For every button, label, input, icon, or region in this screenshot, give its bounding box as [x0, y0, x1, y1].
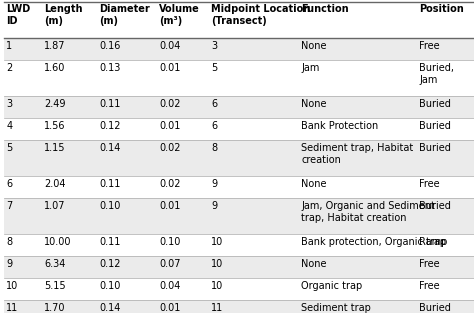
Text: None: None	[301, 259, 327, 269]
Text: 6.34: 6.34	[44, 259, 65, 269]
Text: 9: 9	[211, 179, 217, 189]
Text: Sediment trap: Sediment trap	[301, 303, 371, 313]
Text: Function: Function	[301, 4, 349, 14]
Text: Buried: Buried	[419, 143, 451, 153]
Text: 0.07: 0.07	[159, 259, 181, 269]
Text: 0.11: 0.11	[99, 179, 120, 189]
Text: 0.02: 0.02	[159, 179, 181, 189]
Bar	[4, 256, 474, 278]
Text: 1.07: 1.07	[44, 201, 66, 211]
Text: 0.11: 0.11	[99, 99, 120, 109]
Text: 0.02: 0.02	[159, 143, 181, 153]
Text: 0.14: 0.14	[99, 143, 120, 153]
Text: 2: 2	[6, 63, 12, 73]
Text: 0.01: 0.01	[159, 63, 181, 73]
Text: None: None	[301, 41, 327, 51]
Text: 5.15: 5.15	[44, 281, 66, 291]
Text: 0.10: 0.10	[99, 281, 120, 291]
Text: 5: 5	[211, 63, 218, 73]
Bar	[4, 233, 474, 256]
Text: Buried,
Jam: Buried, Jam	[419, 63, 454, 85]
Text: 0.10: 0.10	[159, 237, 181, 247]
Text: Buried: Buried	[419, 121, 451, 131]
Text: 11: 11	[6, 303, 18, 313]
Text: 7: 7	[6, 201, 12, 211]
Text: Jam: Jam	[301, 63, 319, 73]
Text: Buried: Buried	[419, 303, 451, 313]
Text: 10: 10	[211, 281, 223, 291]
Bar	[4, 95, 474, 118]
Text: Diameter
(m): Diameter (m)	[99, 4, 150, 26]
Text: 9: 9	[6, 259, 12, 269]
Text: 1.60: 1.60	[44, 63, 65, 73]
Text: 2.49: 2.49	[44, 99, 66, 109]
Text: Volume
(m³): Volume (m³)	[159, 4, 200, 26]
Text: 0.04: 0.04	[159, 41, 181, 51]
Text: None: None	[301, 179, 327, 189]
Text: 4: 4	[6, 121, 12, 131]
Text: 1: 1	[6, 41, 12, 51]
Text: Ramp: Ramp	[419, 237, 447, 247]
Text: 0.01: 0.01	[159, 303, 181, 313]
Text: 0.12: 0.12	[99, 121, 121, 131]
Text: Free: Free	[419, 179, 440, 189]
Text: 0.16: 0.16	[99, 41, 120, 51]
Text: 0.01: 0.01	[159, 201, 181, 211]
Text: 10: 10	[6, 281, 18, 291]
Text: Free: Free	[419, 41, 440, 51]
Text: 5: 5	[6, 143, 12, 153]
Bar	[4, 176, 474, 198]
Text: Buried: Buried	[419, 99, 451, 109]
Text: 1.15: 1.15	[44, 143, 66, 153]
Text: 10: 10	[211, 259, 223, 269]
Bar	[4, 38, 474, 59]
Text: 3: 3	[211, 41, 217, 51]
Text: None: None	[301, 99, 327, 109]
Text: Sediment trap, Habitat
creation: Sediment trap, Habitat creation	[301, 143, 413, 165]
Bar	[4, 300, 474, 313]
Text: Midpoint Location
(Transect): Midpoint Location (Transect)	[211, 4, 310, 26]
Text: 0.13: 0.13	[99, 63, 120, 73]
Text: 8: 8	[211, 143, 217, 153]
Text: Bank Protection: Bank Protection	[301, 121, 378, 131]
Text: 1.87: 1.87	[44, 41, 66, 51]
Text: 3: 3	[6, 99, 12, 109]
Text: 6: 6	[211, 99, 217, 109]
Text: 10.00: 10.00	[44, 237, 72, 247]
Text: 11: 11	[211, 303, 223, 313]
Text: 8: 8	[6, 237, 12, 247]
Text: 0.04: 0.04	[159, 281, 181, 291]
Text: 0.12: 0.12	[99, 259, 121, 269]
Text: 2.04: 2.04	[44, 179, 66, 189]
Text: Free: Free	[419, 259, 440, 269]
Text: 0.11: 0.11	[99, 237, 120, 247]
Text: 6: 6	[211, 121, 217, 131]
Text: 6: 6	[6, 179, 12, 189]
Text: 0.02: 0.02	[159, 99, 181, 109]
Bar	[4, 118, 474, 140]
Text: 1.70: 1.70	[44, 303, 66, 313]
Text: Free: Free	[419, 281, 440, 291]
Text: 0.01: 0.01	[159, 121, 181, 131]
Text: Length
(m): Length (m)	[44, 4, 82, 26]
Text: 0.10: 0.10	[99, 201, 120, 211]
Text: Buried: Buried	[419, 201, 451, 211]
Bar	[4, 278, 474, 300]
Text: Organic trap: Organic trap	[301, 281, 363, 291]
Text: Jam, Organic and Sediment
trap, Habitat creation: Jam, Organic and Sediment trap, Habitat …	[301, 201, 435, 223]
Text: LWD
ID: LWD ID	[6, 4, 30, 26]
Text: Position: Position	[419, 4, 464, 14]
Text: 0.14: 0.14	[99, 303, 120, 313]
Text: 9: 9	[211, 201, 217, 211]
Text: Bank protection, Organic trap: Bank protection, Organic trap	[301, 237, 447, 247]
Text: 10: 10	[211, 237, 223, 247]
Text: 1.56: 1.56	[44, 121, 66, 131]
